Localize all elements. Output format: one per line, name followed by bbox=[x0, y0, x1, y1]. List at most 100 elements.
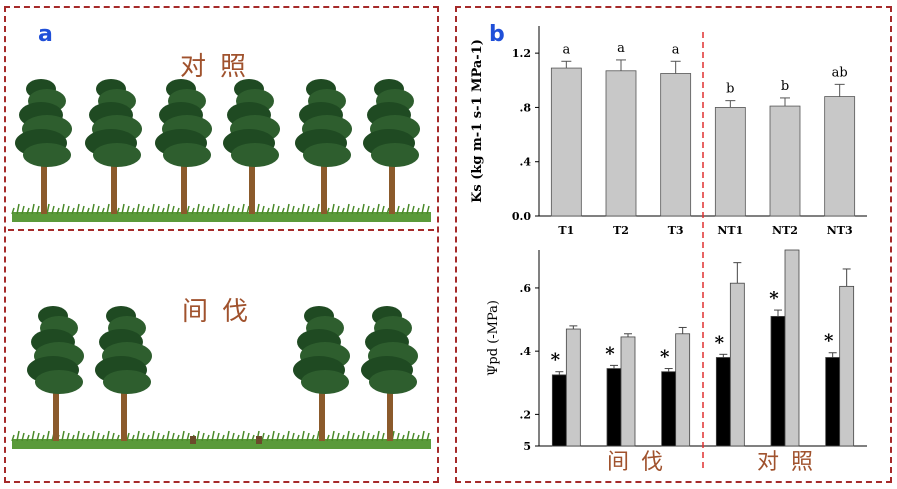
grass-blade bbox=[231, 205, 235, 215]
grass-blade bbox=[226, 430, 230, 442]
pine-tree bbox=[293, 306, 350, 441]
tree-trunk bbox=[319, 381, 325, 441]
grass-blade bbox=[101, 434, 105, 442]
grass-blade bbox=[31, 203, 35, 215]
tree-foliage bbox=[371, 143, 419, 167]
grass-blade bbox=[201, 432, 205, 442]
grass-blade bbox=[281, 207, 285, 215]
grass-blade bbox=[281, 434, 285, 442]
chart2-bar-black bbox=[715, 357, 731, 447]
tree-trunk bbox=[387, 381, 393, 441]
chart1-significance-letter: a bbox=[672, 42, 680, 57]
chart1-significance-letter: a bbox=[617, 41, 625, 56]
grass-blade bbox=[126, 432, 130, 442]
grass-blade bbox=[131, 434, 135, 442]
grass-blade bbox=[186, 432, 190, 442]
grass-blade bbox=[146, 434, 150, 442]
chart2-bar-black bbox=[825, 357, 841, 447]
grass-blade bbox=[126, 205, 130, 215]
grass-blade bbox=[241, 203, 245, 215]
grass-blade bbox=[11, 207, 15, 215]
group-label-thinning: 间伐 bbox=[607, 450, 676, 475]
grass-blade bbox=[71, 207, 75, 215]
grass-blade bbox=[101, 207, 105, 215]
grass-blade bbox=[376, 203, 380, 215]
chart1-significance-letter: b bbox=[726, 82, 734, 97]
grass-blade bbox=[66, 432, 70, 442]
grass-blade bbox=[236, 434, 240, 442]
grass-blade bbox=[86, 434, 90, 442]
grass-blade bbox=[296, 434, 300, 442]
grass-blade bbox=[206, 207, 210, 215]
grass-blade bbox=[401, 434, 405, 442]
tree-foliage bbox=[35, 370, 83, 394]
tree-illustration bbox=[8, 79, 435, 449]
grass-blade bbox=[311, 207, 315, 215]
grass-blade bbox=[366, 205, 370, 215]
grass-blade bbox=[46, 430, 50, 442]
control-label: 对照 bbox=[180, 52, 261, 82]
chart2-bar-black bbox=[606, 368, 622, 447]
grass-blade bbox=[181, 430, 185, 442]
panel-b-letter: b bbox=[489, 22, 505, 47]
tree-row-thinning bbox=[11, 306, 431, 449]
grass-blade bbox=[396, 205, 400, 215]
grass-blade bbox=[91, 430, 95, 442]
grass-blade bbox=[356, 207, 360, 215]
grass-blade bbox=[221, 434, 225, 442]
grass-blade bbox=[341, 434, 345, 442]
tree-foliage bbox=[301, 370, 349, 394]
chart2-bar-gray bbox=[784, 249, 800, 447]
chart1-category-label: T1 bbox=[558, 224, 574, 237]
grass-blade bbox=[131, 207, 135, 215]
grass-blade bbox=[401, 207, 405, 215]
grass-blade bbox=[411, 205, 415, 215]
tree-trunk bbox=[121, 381, 127, 441]
chart1-y-axis-label: Ks (kg m-1 s-1 MPa-1) bbox=[470, 39, 485, 203]
grass-blade bbox=[316, 430, 320, 442]
grass-blade bbox=[366, 432, 370, 442]
grass-blade bbox=[211, 430, 215, 442]
grass-blade bbox=[96, 432, 100, 442]
grass-blade bbox=[271, 203, 275, 215]
grass-blade bbox=[106, 203, 110, 215]
grass-blade bbox=[121, 203, 125, 215]
grass-blade bbox=[176, 207, 180, 215]
chart2-bar-black bbox=[661, 371, 677, 447]
grass-blade bbox=[276, 432, 280, 442]
grass-blade bbox=[386, 207, 390, 215]
grass-blade bbox=[351, 432, 355, 442]
chart2-bar-gray bbox=[839, 285, 855, 447]
pine-tree bbox=[295, 79, 352, 214]
chart2-bar-gray bbox=[565, 328, 581, 447]
grass-blade bbox=[11, 434, 15, 442]
grass-blade bbox=[416, 207, 420, 215]
chart2-y-tick-label: 5 bbox=[523, 440, 531, 453]
chart1-significance-letter: a bbox=[562, 42, 570, 57]
chart1-bar bbox=[550, 67, 582, 217]
grass-blade bbox=[361, 203, 365, 215]
grass-blade bbox=[166, 203, 170, 215]
grass-blade bbox=[406, 430, 410, 442]
grass-blade bbox=[136, 430, 140, 442]
grass-blade bbox=[211, 203, 215, 215]
chart2-y-axis-label: Ψpd (-MPa) bbox=[486, 300, 501, 376]
grass-blade bbox=[336, 432, 340, 442]
grass-blade bbox=[81, 205, 85, 215]
grass-blade bbox=[31, 430, 35, 442]
grass-blade bbox=[291, 432, 295, 442]
chart2-bar-gray bbox=[620, 336, 636, 447]
grass-blade bbox=[241, 430, 245, 442]
grass-blade bbox=[151, 430, 155, 442]
grass-blade bbox=[266, 207, 270, 215]
panel-a-letter: a bbox=[38, 22, 53, 47]
grass-blade bbox=[26, 434, 30, 442]
grass-blade bbox=[396, 432, 400, 442]
grass-blade bbox=[16, 203, 20, 215]
grass-blade bbox=[361, 430, 365, 442]
grass-blade bbox=[201, 205, 205, 215]
tree-foliage bbox=[93, 143, 141, 167]
grass-blade bbox=[116, 207, 120, 215]
grass-blade bbox=[61, 430, 65, 442]
tree-trunk bbox=[53, 381, 59, 441]
